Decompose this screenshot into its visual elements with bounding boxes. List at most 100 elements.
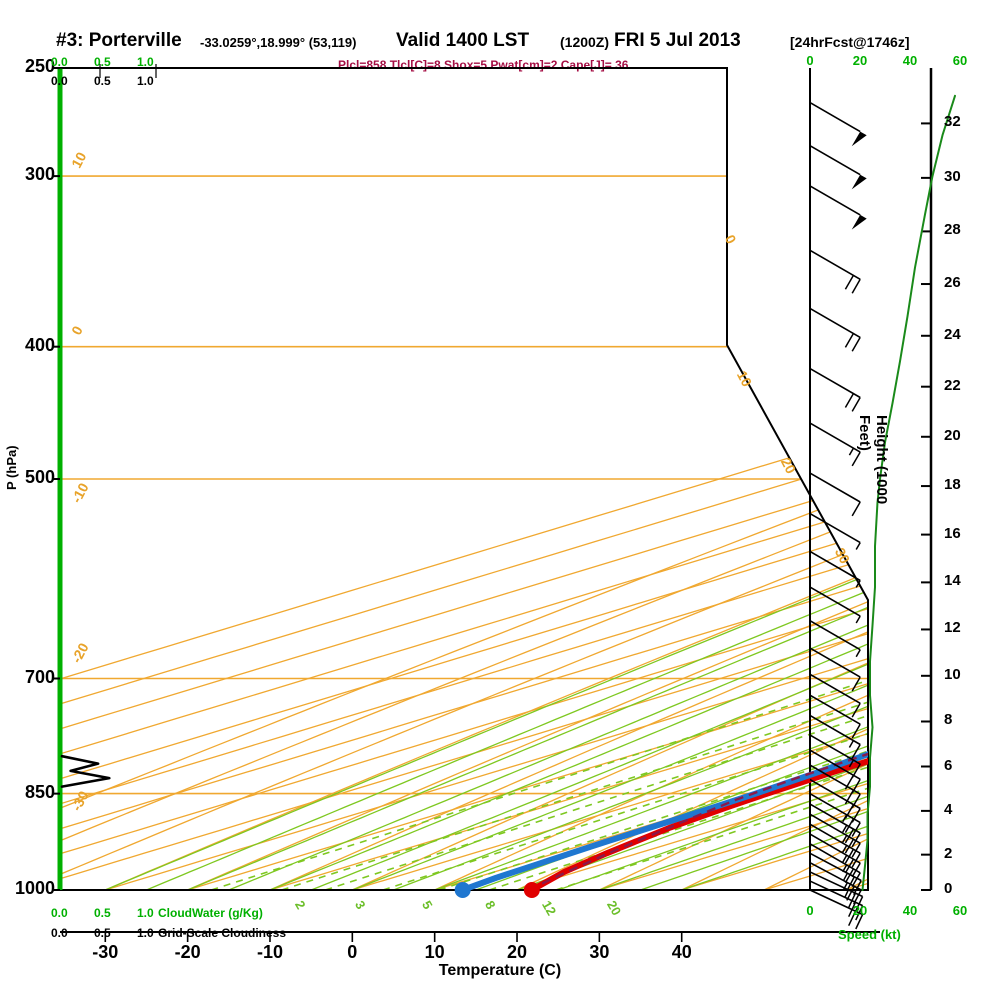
mixing-ratio-12 — [489, 388, 868, 890]
height-tick-label-16: 16 — [944, 524, 961, 542]
wind-barb — [809, 101, 867, 147]
temperature-tick-0: 0 — [347, 942, 358, 962]
cloudiness-trace — [60, 754, 111, 788]
wind-barb — [809, 422, 861, 467]
wind-barb — [809, 843, 861, 887]
moist-adiabat--30 — [105, 68, 868, 890]
pressure-tick-400: 400 — [24, 334, 55, 355]
isotherm--10 — [269, 68, 868, 890]
speed-tick-top-40: 40 — [902, 53, 918, 68]
wind-barb — [809, 823, 861, 868]
wind-barb — [809, 512, 861, 550]
wind-barb — [809, 813, 861, 858]
pressure-tick-500: 500 — [24, 467, 55, 487]
wind-barb — [809, 472, 861, 517]
height-tick-label-20: 20 — [944, 426, 961, 444]
moist-adiabat-25 — [557, 68, 868, 890]
pressure-tick-1000: 1000 — [14, 878, 55, 898]
isotherm-20 — [516, 68, 868, 890]
moist-adiabat-10 — [434, 68, 868, 890]
wind-barb — [809, 889, 864, 930]
dry-adiabat--20 — [187, 68, 868, 890]
height-tick-label-26: 26 — [944, 274, 961, 292]
valid-time-utc: (1200Z) — [560, 34, 610, 50]
speed-tick-bottom-0: 0 — [806, 903, 814, 918]
isotherm--50 — [60, 68, 868, 890]
dry-adiabat--30 — [105, 68, 868, 890]
isotherm--80 — [60, 68, 868, 890]
speed-tick-top-20: 20 — [852, 53, 868, 68]
temperature-axis-title: Temperature (C) — [438, 962, 562, 979]
temperature-tick-20: 20 — [507, 942, 528, 962]
forecast-stamp: [24hrFcst@1746z] — [790, 34, 910, 50]
height-tick-label-2: 2 — [944, 844, 953, 862]
isotherm--90 — [60, 68, 868, 890]
isotherm--100 — [60, 68, 868, 890]
cloudwater-tick-top-0: 0.0 — [51, 55, 68, 69]
speed-tick-bottom-40: 40 — [902, 903, 918, 918]
wind-barb — [809, 833, 861, 878]
height-tick-label-14: 14 — [944, 572, 961, 590]
wind-barb — [809, 673, 861, 718]
marker-surface-dewpoint — [454, 882, 471, 898]
dry-adiabat-30 — [599, 68, 868, 890]
moist-adiabat-0 — [352, 68, 868, 890]
temperature-tick--30: -30 — [92, 942, 119, 962]
station-coordinates: -33.0259°,18.999° (53,119) — [200, 35, 357, 50]
isotherm-10 — [434, 68, 868, 890]
temperature-tick-40: 40 — [671, 942, 692, 962]
moist-adiabat--20 — [187, 68, 868, 890]
cloudwater-axis-title: CloudWater (g/Kg) — [158, 906, 263, 920]
isotherm-0 — [352, 68, 868, 890]
pressure-tick-300: 300 — [24, 164, 55, 185]
wind-barb — [809, 620, 861, 658]
wind-barb — [809, 647, 861, 692]
valid-date: FRI 5 Jul 2013 — [614, 30, 741, 51]
wind-barb — [809, 185, 867, 230]
dry-adiabat--10 — [269, 68, 868, 890]
curve-temperature — [530, 93, 868, 890]
cloudiness-tick-top-1: 0.5 — [94, 74, 111, 88]
height-tick-label-10: 10 — [944, 665, 961, 683]
moist-adiabat-15 — [475, 68, 868, 890]
wind-barb — [809, 880, 864, 921]
height-tick-label-22: 22 — [944, 376, 961, 394]
mixing-ratio-20 — [555, 388, 868, 890]
isotherm--40 — [60, 68, 868, 890]
isotherm--60 — [60, 68, 868, 890]
height-tick-label-28: 28 — [944, 221, 961, 239]
wind-barb — [809, 550, 861, 588]
dry-adiabat-10 — [434, 68, 868, 890]
height-tick-label-24: 24 — [944, 325, 961, 343]
speed-tick-bottom-20: 20 — [852, 903, 868, 918]
height-tick-label-0: 0 — [944, 880, 953, 897]
cloudiness-tick-bottom-1: 0.5 — [94, 926, 111, 940]
pressure-tick-250: 250 — [24, 56, 55, 76]
wind-barb — [809, 734, 861, 779]
pressure-tick-700: 700 — [24, 666, 55, 687]
speed-curve — [861, 94, 956, 891]
data-curves — [461, 92, 868, 890]
temperature-tick-30: 30 — [589, 942, 610, 962]
temperature-tick--20: -20 — [174, 942, 201, 962]
moist-adiabat--5 — [310, 68, 868, 890]
dry-adiabat--60 — [60, 68, 868, 890]
wind-barb — [809, 586, 861, 624]
height-tick-label-12: 12 — [944, 619, 961, 637]
temperature-tick-10: 10 — [424, 942, 445, 962]
cloudiness-tick-top-0: 0.0 — [51, 74, 68, 88]
cloudwater-tick-bottom-2: 1.0 — [137, 906, 154, 920]
height-tick-label-18: 18 — [944, 476, 961, 494]
valid-time: Valid 1400 LST — [396, 30, 530, 51]
moist-adiabat-5 — [393, 68, 868, 890]
moist-adiabat--10 — [269, 68, 868, 890]
height-axis-title: Height (1000 Feet) — [856, 415, 890, 505]
dry-adiabat-0 — [352, 68, 868, 890]
station-title: #3: Porterville — [56, 30, 182, 51]
moist-adiabat-20 — [516, 68, 868, 890]
cloudwater-tick-top-2: 1.0 — [137, 55, 154, 69]
speed-tick-bottom-60: 60 — [952, 903, 968, 918]
wind-barb — [809, 871, 864, 912]
cloudwater-tick-bottom-0: 0.0 — [51, 906, 68, 920]
